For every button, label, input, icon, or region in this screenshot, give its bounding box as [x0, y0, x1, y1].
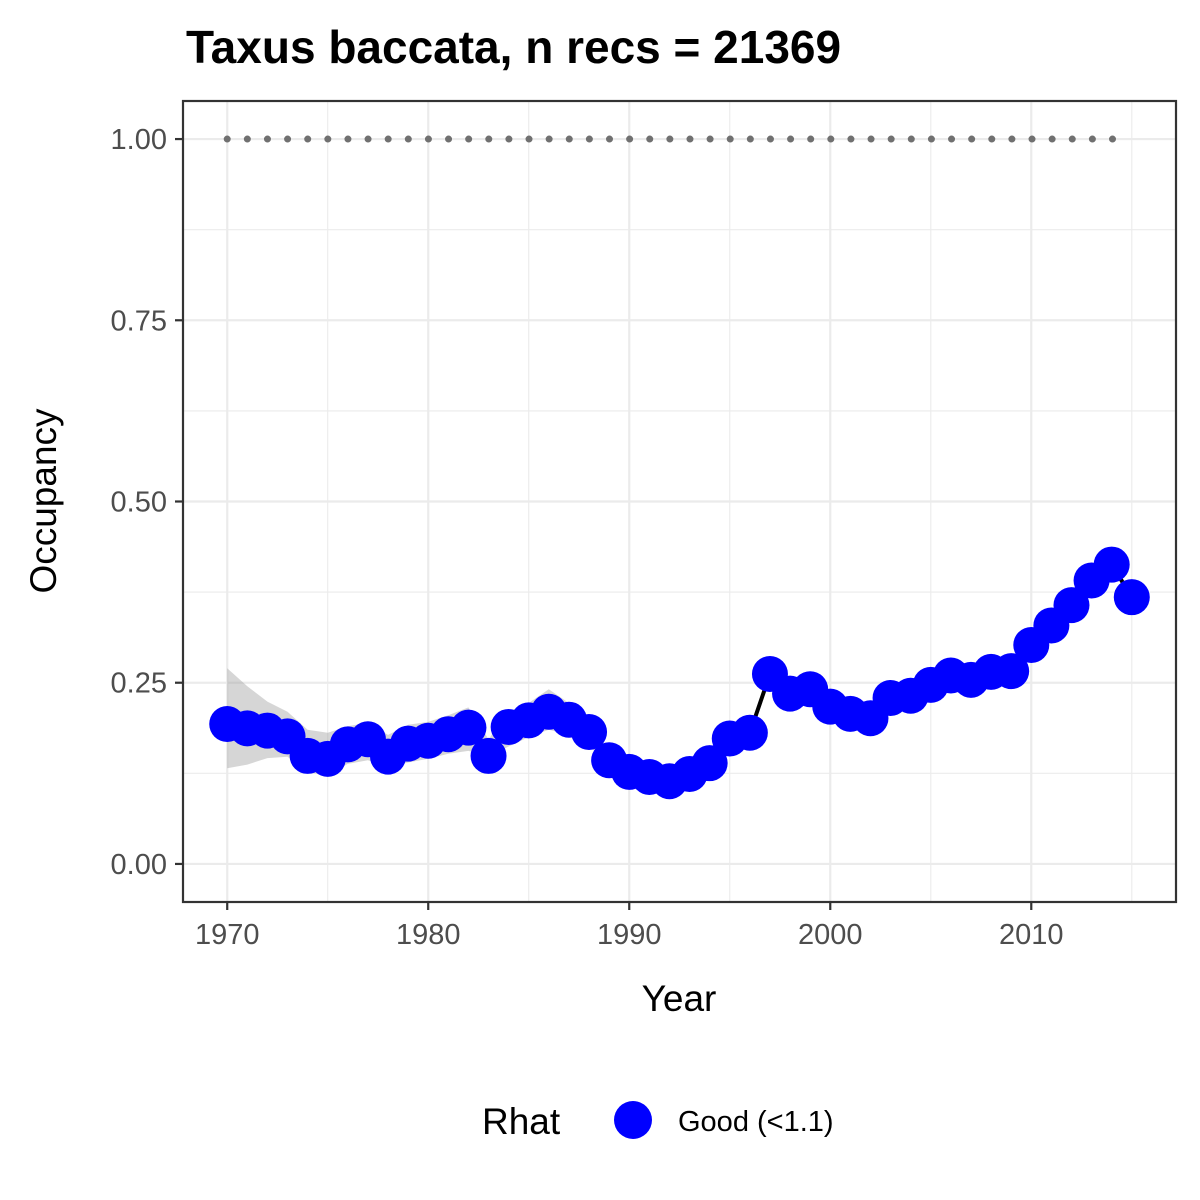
data-point	[993, 653, 1030, 690]
legend: Rhat Good (<1.1)	[482, 1101, 834, 1142]
y-tick-label: 0.25	[111, 668, 167, 700]
x-axis: 1970 1980 1990 2000 2010	[195, 902, 1064, 951]
data-points	[209, 546, 1150, 800]
x-axis-title: Year	[642, 978, 717, 1019]
x-tick-label: 2010	[999, 919, 1064, 951]
data-point	[450, 709, 487, 746]
y-axis-title: Occupancy	[23, 408, 64, 594]
y-tick-label: 0.00	[111, 849, 167, 881]
x-tick-label: 1980	[396, 919, 461, 951]
x-tick-label: 1970	[195, 919, 260, 951]
data-point	[470, 737, 507, 774]
x-tick-label: 2000	[798, 919, 863, 951]
data-point	[1093, 546, 1130, 583]
y-tick-label: 1.00	[111, 124, 167, 156]
y-tick-label: 0.50	[111, 487, 167, 519]
y-axis: 0.00 0.25 0.50 0.75 1.00	[111, 124, 183, 881]
data-point	[571, 714, 608, 751]
legend-label-good: Good (<1.1)	[678, 1106, 834, 1138]
chart-title: Taxus baccata, n recs = 21369	[186, 21, 841, 73]
x-tick-label: 1990	[597, 919, 662, 951]
y-tick-label: 0.75	[111, 305, 167, 337]
data-point	[731, 714, 768, 751]
legend-key-good	[614, 1101, 652, 1139]
data-point	[691, 745, 728, 782]
data-point	[1053, 587, 1090, 624]
data-point	[1113, 579, 1150, 616]
legend-title: Rhat	[482, 1101, 561, 1142]
